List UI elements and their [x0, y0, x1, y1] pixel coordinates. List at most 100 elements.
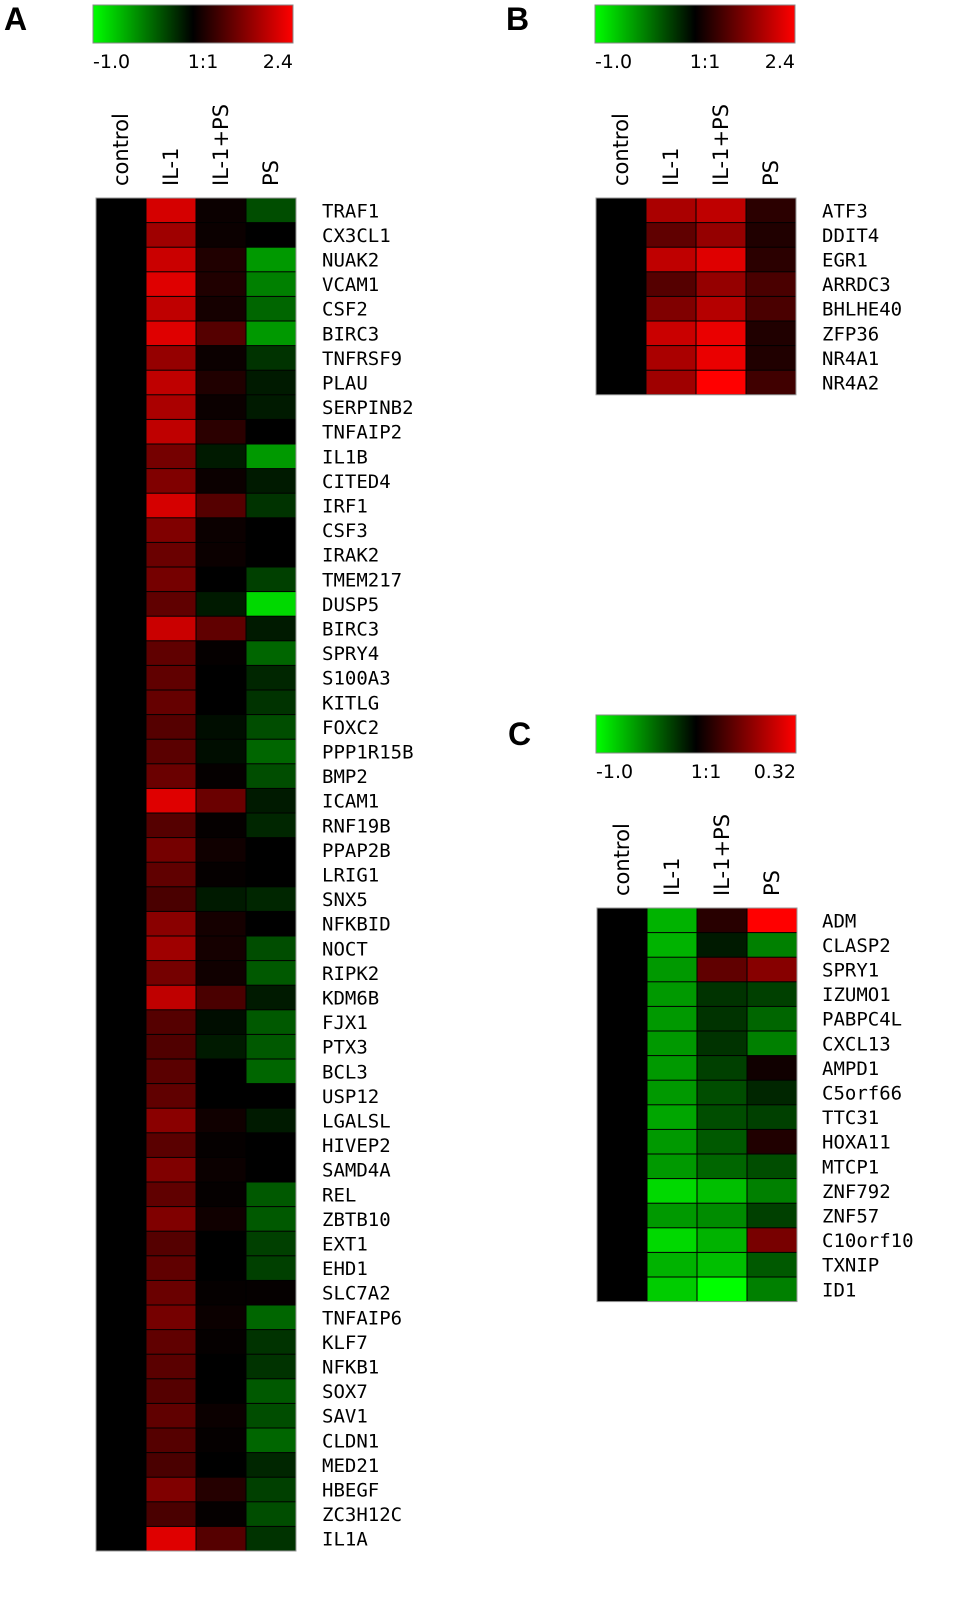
- heatmap-cell: [196, 641, 246, 665]
- heatmap-cell: [146, 469, 196, 493]
- row-label: EGR1: [822, 250, 868, 272]
- heatmap-cell: [747, 908, 797, 933]
- heatmap-cell: [647, 908, 697, 933]
- heatmap-cell: [96, 346, 146, 370]
- heatmap-cell: [96, 616, 146, 641]
- row-label: AMPD1: [822, 1058, 879, 1080]
- heatmap-cell: [146, 395, 196, 419]
- color-scale-bar: [594, 4, 796, 44]
- heatmap-cell: [697, 1031, 747, 1056]
- heatmap-cell: [196, 1453, 246, 1477]
- heatmap-cell: [246, 1526, 296, 1551]
- heatmap-cell: [696, 370, 746, 395]
- heatmap-cell: [96, 247, 146, 272]
- heatmap-cell: [647, 1105, 697, 1129]
- heatmap-cell: [146, 370, 196, 395]
- column-label-control: control: [109, 113, 133, 186]
- heatmap-panel-c: C -1.0 1:1 0.32 control IL-1 IL-1+PS PS ADM CLASP…: [508, 714, 914, 1303]
- heatmap-cell: [647, 1252, 697, 1277]
- heatmap-cell: [96, 715, 146, 739]
- row-label: NR4A1: [822, 348, 879, 370]
- heatmap-cell: [196, 1256, 246, 1280]
- heatmap-cell: [96, 469, 146, 493]
- heatmap-cell: [746, 296, 796, 321]
- heatmap-cell: [196, 1428, 246, 1453]
- heatmap-cell: [246, 788, 296, 813]
- heatmap-cell: [196, 961, 246, 985]
- heatmap-cell: [146, 1526, 196, 1551]
- heatmap-cell: [746, 223, 796, 247]
- heatmap-cell: [596, 370, 646, 395]
- row-label: ZFP36: [822, 323, 879, 345]
- row-label: BMP2: [322, 766, 368, 788]
- heatmap-cell: [96, 1354, 146, 1379]
- heatmap-cell: [246, 296, 296, 321]
- row-label: RIPK2: [322, 963, 379, 985]
- heatmap-cell: [196, 321, 246, 346]
- row-label: SPRY1: [822, 960, 879, 982]
- row-label: CSF2: [322, 299, 368, 321]
- heatmap-cell: [96, 567, 146, 592]
- row-label: RNF19B: [322, 815, 391, 837]
- heatmap-cell: [96, 961, 146, 985]
- row-label: KLF7: [322, 1332, 368, 1354]
- heatmap-cell: [697, 1056, 747, 1080]
- heatmap-cell: [96, 665, 146, 690]
- heatmap-cell: [696, 247, 746, 272]
- heatmap-cell: [96, 592, 146, 616]
- row-label: IL1B: [322, 446, 368, 468]
- heatmap-cell: [96, 419, 146, 444]
- heatmap-cell: [747, 1129, 797, 1154]
- heatmap-cell: [96, 1477, 146, 1502]
- heatmap-cell: [647, 1080, 697, 1105]
- row-label: S100A3: [322, 668, 391, 690]
- heatmap-cell: [246, 346, 296, 370]
- heatmap-cell: [146, 419, 196, 444]
- heatmap-cell: [246, 493, 296, 518]
- color-scale-min-label: -1.0: [595, 51, 632, 73]
- heatmap-cell: [196, 1502, 246, 1526]
- heatmap-cell: [96, 1379, 146, 1403]
- heatmap-cell: [597, 908, 647, 933]
- heatmap-cell: [146, 272, 196, 296]
- heatmap-cell: [246, 592, 296, 616]
- heatmap-cell: [146, 1207, 196, 1231]
- heatmap-cell: [697, 933, 747, 957]
- row-label: BCL3: [322, 1061, 368, 1083]
- heatmap-cell: [146, 616, 196, 641]
- heatmap-cell: [196, 370, 246, 395]
- heatmap-cell: [647, 1277, 697, 1302]
- heatmap-cell: [196, 395, 246, 419]
- heatmap-cell: [146, 665, 196, 690]
- heatmap-cell: [246, 1280, 296, 1305]
- heatmap-cell: [196, 1526, 246, 1551]
- panel-letter: C: [508, 716, 531, 752]
- heatmap-cell: [96, 1256, 146, 1280]
- heatmap-cell: [146, 715, 196, 739]
- heatmap-cell: [246, 715, 296, 739]
- heatmap-cell: [246, 985, 296, 1010]
- heatmap-cell: [596, 272, 646, 296]
- heatmap-cell: [246, 370, 296, 395]
- row-label: SPRY4: [322, 643, 379, 665]
- heatmap-cell: [96, 542, 146, 567]
- heatmap-cell: [146, 1280, 196, 1305]
- heatmap-cell: [96, 641, 146, 665]
- heatmap-cell: [647, 1154, 697, 1179]
- heatmap-cell: [246, 961, 296, 985]
- heatmap-cell: [697, 1252, 747, 1277]
- heatmap-cell: [647, 933, 697, 957]
- heatmap-cell: [196, 985, 246, 1010]
- heatmap-cell: [196, 1207, 246, 1231]
- heatmap-cell: [597, 1228, 647, 1252]
- heatmap-cell: [96, 272, 146, 296]
- heatmap-cell: [96, 444, 146, 469]
- heatmap-cell: [96, 1084, 146, 1108]
- heatmap-border: [95, 197, 297, 1552]
- heatmap-cell: [96, 1330, 146, 1354]
- heatmap-cell: [146, 1133, 196, 1157]
- row-label: USP12: [322, 1086, 379, 1108]
- heatmap-cell: [146, 1108, 196, 1133]
- heatmap-cell: [96, 395, 146, 419]
- heatmap-cell: [146, 1354, 196, 1379]
